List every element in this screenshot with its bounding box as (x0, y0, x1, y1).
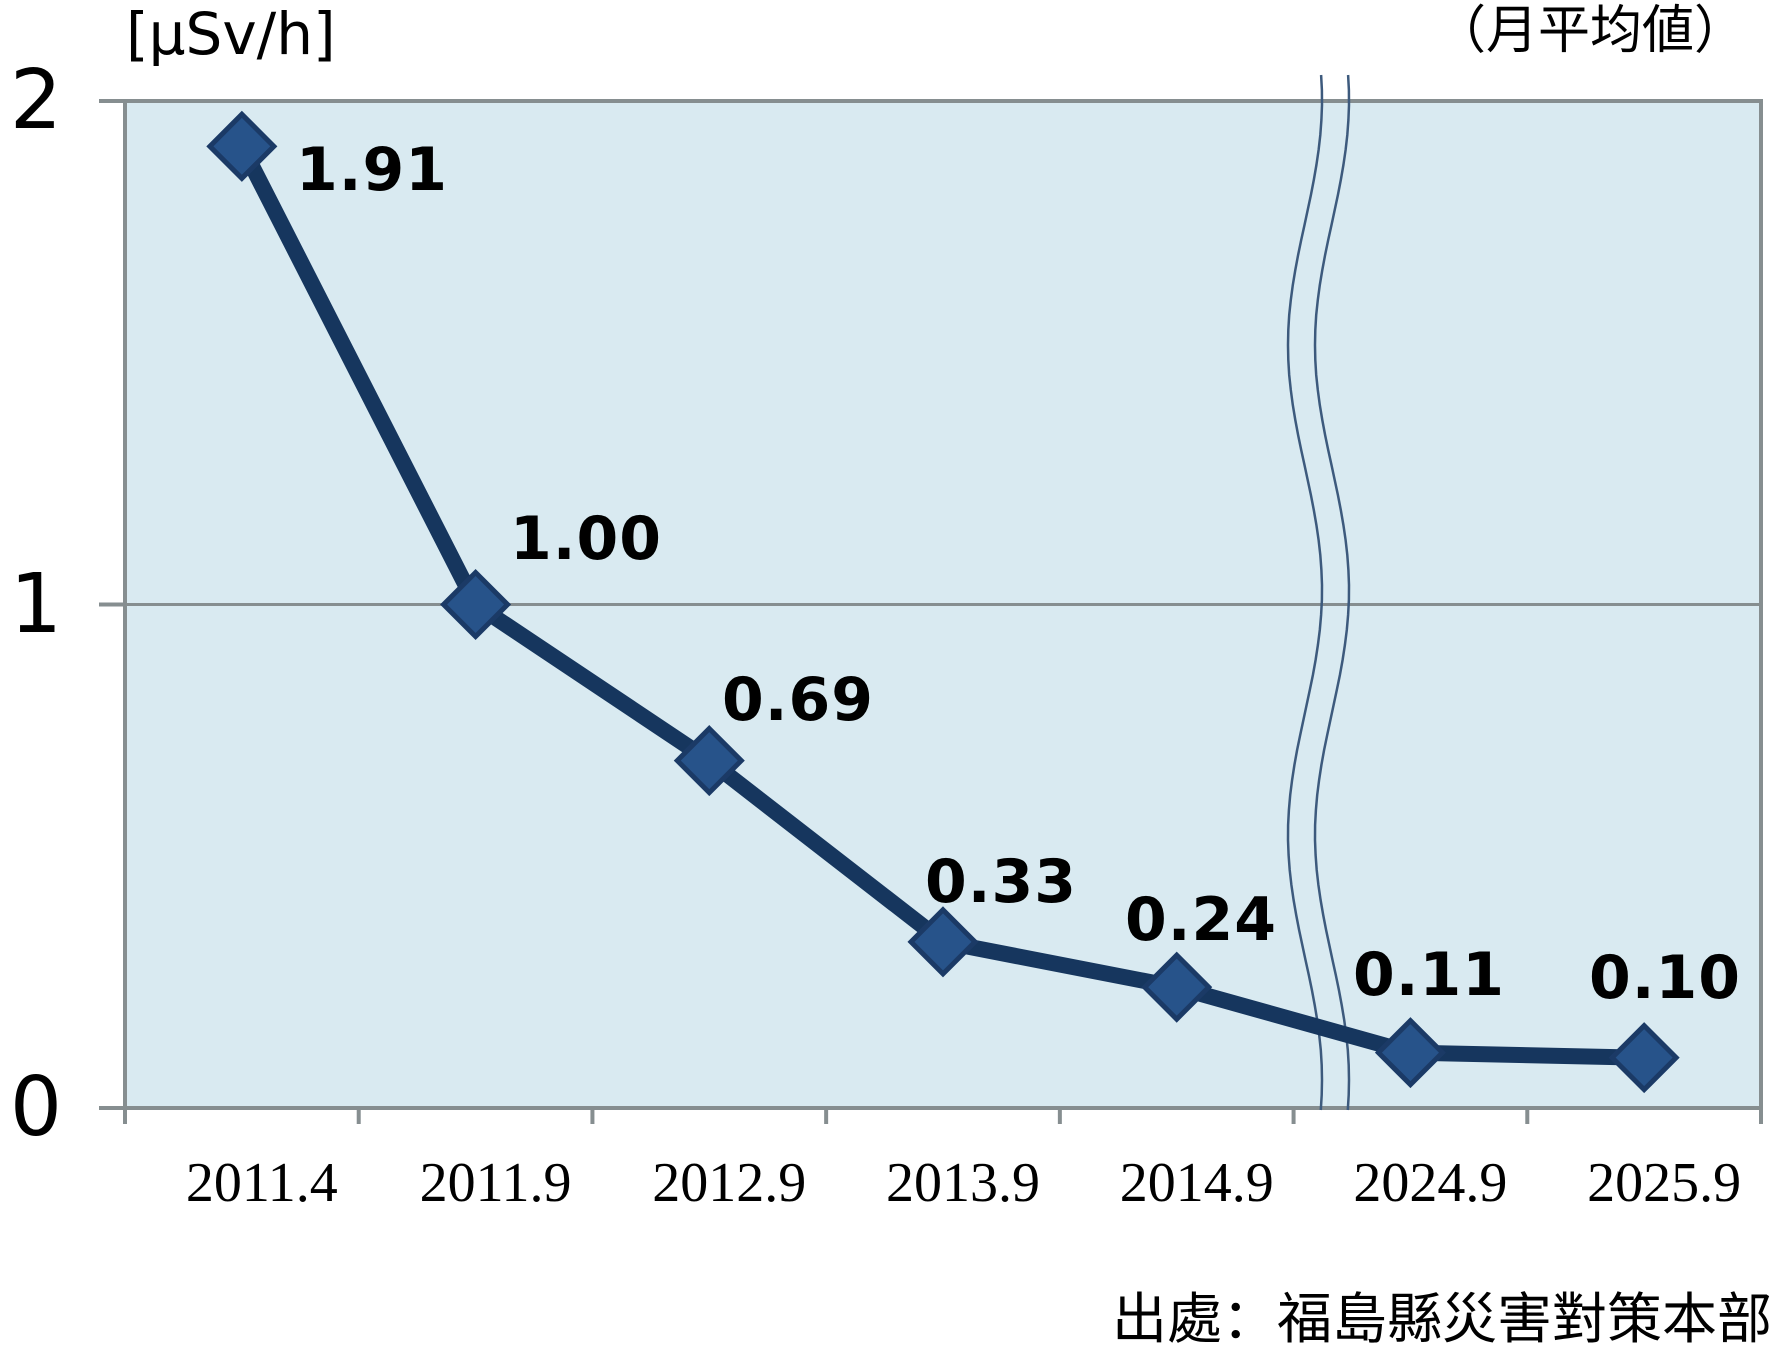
axis-break-wavy-line (1286, 74, 1324, 1111)
y-axis-label: 2 (9, 53, 62, 148)
data-point-label: 0.69 (721, 665, 875, 735)
data-point-label: 1.00 (509, 504, 663, 574)
axis-break-wavy-line (1313, 74, 1351, 1111)
data-point-marker (440, 568, 512, 641)
x-axis-label: 2011.4 (185, 1152, 338, 1214)
data-point-marker (1608, 1022, 1680, 1094)
x-axis-label: 2014.9 (1119, 1152, 1274, 1214)
data-point-label: 0.10 (1588, 943, 1742, 1013)
data-point-label: 0.33 (924, 847, 1078, 917)
y-axis-label: 0 (9, 1060, 62, 1155)
y-axis-label: 1 (9, 556, 62, 652)
data-point-marker (673, 725, 745, 797)
data-point-marker (206, 110, 278, 182)
data-point-marker (907, 906, 979, 978)
x-axis-label: 2011.9 (419, 1152, 572, 1214)
y-axis-unit-label: [μSv/h] (126, 0, 336, 68)
x-axis-label: 2013.9 (886, 1152, 1040, 1214)
data-point-marker (1374, 1017, 1446, 1089)
x-axis-label: 2025.9 (1587, 1152, 1742, 1214)
data-point-label: 0.24 (1124, 885, 1278, 955)
data-point-marker (1141, 951, 1213, 1023)
x-axis-label: 2024.9 (1353, 1152, 1508, 1214)
chart-subtitle: （月平均値） (1433, 3, 1746, 60)
data-point-label: 1.91 (295, 135, 449, 205)
data-point-label: 0.11 (1352, 940, 1506, 1010)
source-note: 出處：福島縣災害對策本部 (1111, 1289, 1772, 1350)
x-axis-label: 2012.9 (652, 1152, 807, 1214)
